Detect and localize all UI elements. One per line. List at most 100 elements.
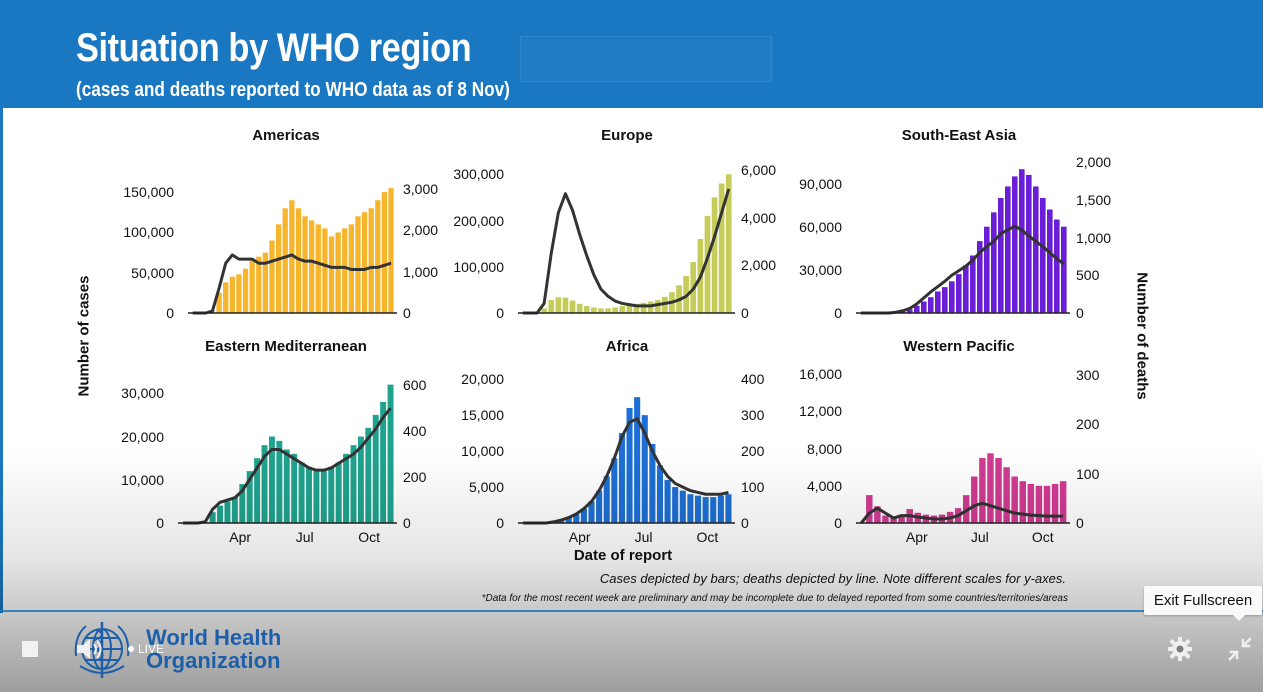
case-bar — [641, 415, 648, 523]
case-bar — [672, 487, 679, 523]
case-bar — [866, 495, 873, 523]
cases-tick-label: 0 — [496, 515, 504, 531]
case-bar — [1051, 483, 1059, 523]
case-bar — [357, 436, 364, 523]
chart-title: Europe — [601, 127, 653, 144]
case-bar — [276, 440, 283, 523]
cases-tick-label: 100,000 — [453, 258, 504, 275]
case-bar — [1026, 174, 1032, 313]
month-tick-label: Jul — [295, 529, 314, 545]
case-bar — [970, 255, 976, 313]
case-bar — [664, 479, 671, 523]
cases-tick-label: 12,000 — [799, 403, 842, 420]
case-bar — [298, 462, 305, 523]
case-bar — [249, 260, 255, 313]
cases-tick-label: 10,000 — [121, 471, 164, 488]
deaths-tick-label: 6,000 — [741, 161, 777, 178]
chart-title: Americas — [252, 127, 320, 144]
case-bar — [229, 276, 235, 313]
case-bar — [361, 212, 368, 313]
case-bar — [928, 297, 934, 313]
case-bar — [611, 458, 618, 523]
volume-button[interactable] — [74, 636, 104, 662]
case-bar — [598, 308, 604, 314]
month-tick-label: Jul — [970, 529, 989, 545]
deaths-tick-label: 200 — [403, 469, 427, 486]
cases-tick-label: 100,000 — [123, 224, 174, 241]
stop-button[interactable] — [20, 639, 40, 659]
case-bar — [223, 282, 229, 313]
deaths-line — [192, 253, 392, 315]
volume-icon — [77, 639, 102, 659]
chart-plot — [188, 188, 397, 315]
deaths-tick-label: 100 — [1076, 465, 1100, 482]
case-bar — [555, 297, 562, 313]
cases-tick-label: 50,000 — [131, 264, 174, 281]
deaths-tick-label: 200 — [1076, 416, 1100, 433]
case-bar — [605, 308, 611, 314]
case-bar — [935, 291, 941, 313]
cases-tick-label: 0 — [496, 305, 504, 321]
cases-tick-label: 200,000 — [453, 212, 504, 229]
case-bar — [306, 466, 312, 523]
case-bar — [388, 188, 394, 313]
case-bar — [217, 505, 223, 523]
case-bar — [335, 232, 341, 313]
case-bar — [704, 215, 711, 314]
case-bar — [649, 443, 656, 523]
deaths-line — [182, 407, 392, 525]
chart-plot — [518, 174, 735, 315]
stop-icon — [22, 641, 38, 657]
deaths-tick-label: 0 — [741, 515, 749, 531]
case-bar — [1012, 176, 1018, 313]
case-bar — [283, 449, 290, 523]
case-bar — [626, 304, 633, 314]
case-bar — [291, 453, 298, 523]
chart-plot — [178, 384, 397, 525]
deaths-tick-label: 0 — [403, 305, 411, 321]
case-bar — [342, 228, 348, 313]
case-bar — [1019, 169, 1025, 313]
case-bar — [654, 300, 661, 313]
banner-placeholder-box — [520, 36, 772, 82]
chart-title: Africa — [605, 338, 649, 355]
deaths-tick-label: 1,500 — [1076, 191, 1112, 208]
case-bar — [239, 484, 246, 523]
case-bar — [275, 224, 282, 313]
case-bar — [368, 208, 374, 313]
case-bar — [372, 414, 379, 523]
case-bar — [343, 453, 350, 523]
case-bar — [246, 471, 253, 523]
chart-title: South-East Asia — [901, 127, 1017, 144]
case-bar — [979, 457, 986, 523]
month-tick-label: Oct — [358, 529, 381, 545]
case-bar — [573, 514, 580, 523]
case-bar — [1033, 186, 1039, 313]
cases-tick-label: 10,000 — [461, 443, 504, 460]
case-bar — [717, 495, 724, 523]
chart-title: Eastern Mediterranean — [205, 338, 367, 355]
who-logo-text: World Health Organization — [146, 626, 281, 672]
case-bar — [576, 303, 583, 313]
case-bar — [328, 236, 335, 313]
deaths-line — [523, 417, 729, 525]
case-bar — [956, 274, 962, 313]
cases-tick-label: 0 — [166, 305, 174, 321]
case-bar — [380, 401, 387, 523]
deaths-tick-label: 400 — [403, 423, 427, 440]
exit-fullscreen-button[interactable] — [1226, 636, 1254, 662]
case-bar — [209, 512, 216, 523]
case-bar — [569, 300, 576, 313]
case-bar — [322, 228, 328, 313]
case-bar — [1040, 197, 1046, 313]
gear-icon — [1168, 637, 1192, 661]
month-tick-label: Oct — [696, 529, 719, 545]
deaths-tick-label: 0 — [1076, 305, 1084, 321]
deaths-tick-label: 500 — [1076, 267, 1100, 284]
case-bar — [882, 515, 889, 523]
case-bar — [1054, 219, 1060, 313]
cases-tick-label: 300,000 — [453, 166, 504, 183]
settings-button[interactable] — [1167, 636, 1193, 662]
case-bar — [365, 427, 372, 523]
cases-tick-label: 30,000 — [121, 385, 164, 402]
